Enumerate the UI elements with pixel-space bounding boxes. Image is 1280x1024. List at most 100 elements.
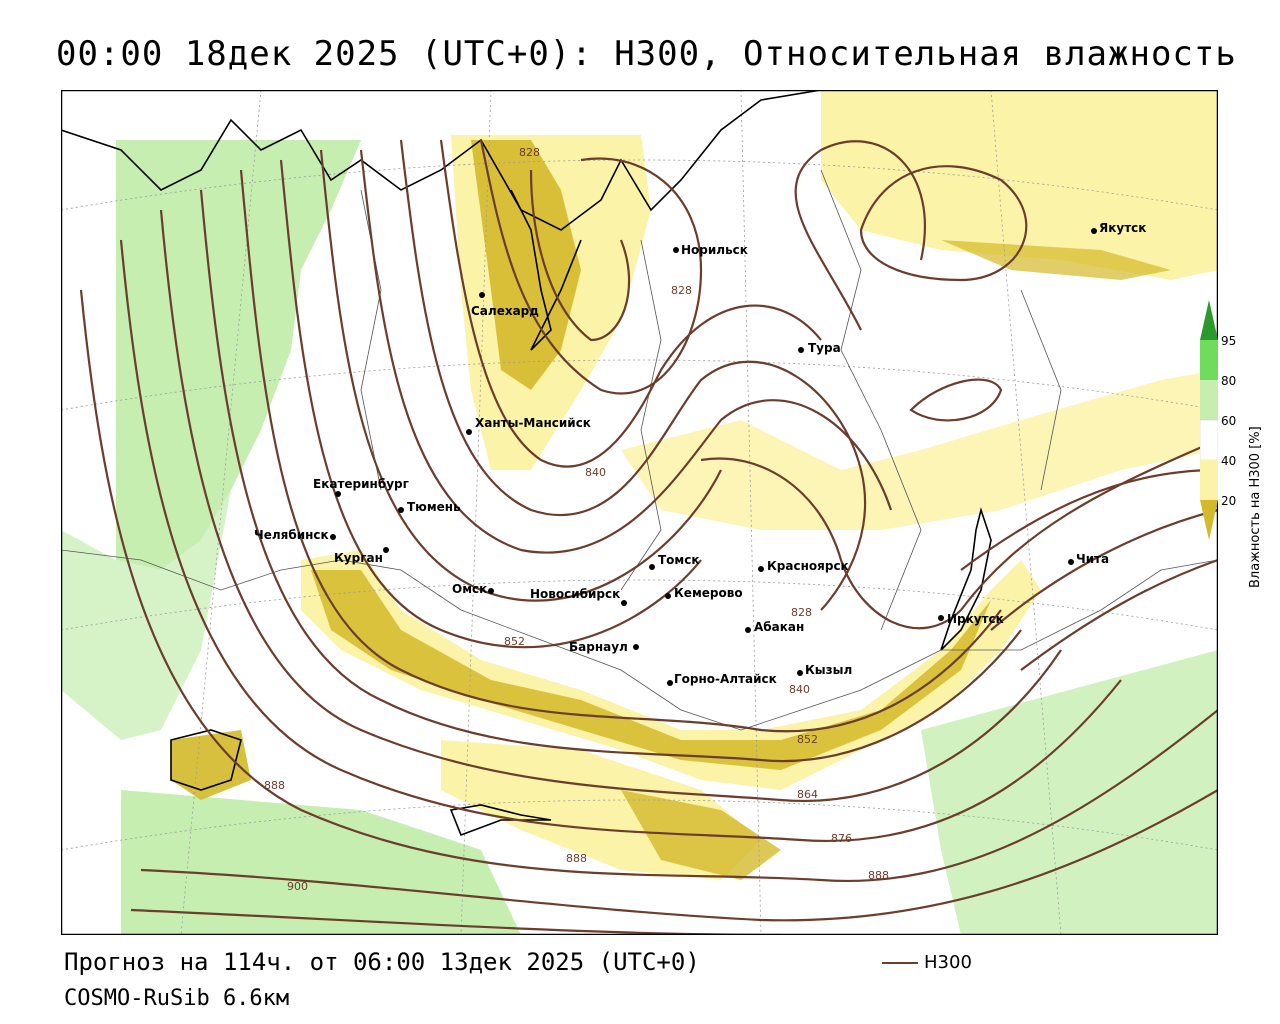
- isoline-label: 876: [831, 832, 852, 845]
- h300-contours: [79, 139, 1218, 935]
- city-kemerovo: Кемерово: [665, 586, 743, 600]
- city-tomsk: Томск: [649, 553, 700, 570]
- contour: [239, 169, 1002, 733]
- legend-top-arrow: [1200, 300, 1218, 340]
- contour: [529, 169, 631, 342]
- h300-line-swatch: [882, 961, 918, 964]
- humidity-area-northeast: [821, 90, 1218, 280]
- humidity-area-west: [116, 140, 361, 570]
- isoline-label: 840: [789, 683, 810, 696]
- svg-text:Челябинск: Челябинск: [254, 528, 329, 542]
- contour: [909, 378, 1003, 422]
- svg-text:Салехард: Салехард: [471, 304, 539, 318]
- contour: [279, 159, 702, 649]
- svg-text:Новосибирск: Новосибирск: [530, 587, 620, 601]
- coastlines: [61, 90, 992, 837]
- city-yekaterinburg: Екатеринбург: [313, 477, 409, 497]
- humidity-area-northeast-dry: [941, 240, 1171, 280]
- contour: [319, 149, 722, 602]
- svg-text:Иркутск: Иркутск: [947, 612, 1004, 626]
- isoline-label: 864: [797, 788, 818, 801]
- map-frame: [61, 90, 1218, 935]
- contour: [859, 165, 1028, 282]
- humidity-area-caspian: [171, 730, 251, 800]
- city-chelyabinsk: Челябинск: [254, 528, 336, 542]
- city-kyzyl: Кызыл: [797, 663, 852, 677]
- city-norilsk: Норильск: [673, 243, 748, 257]
- city-novosibirsk: Новосибирск: [530, 587, 627, 606]
- svg-text:Тюмень: Тюмень: [407, 500, 461, 514]
- map-title: 00:00 18дек 2025 (UTC+0): H300, Относите…: [56, 34, 1237, 74]
- humidity-area-jetstream-dry: [311, 570, 991, 770]
- weather-map[interactable]: 828 828 840 852 828 840 852 864 876 888 …: [61, 90, 1218, 935]
- isoline-label: 852: [504, 635, 525, 648]
- city-salekhard: Салехард: [471, 292, 539, 318]
- legend-title: Влажность на H300 [%]: [1248, 426, 1263, 588]
- legend-bottom-arrow: [1200, 500, 1218, 540]
- contour: [1020, 558, 1218, 671]
- model-name: COSMO-RuSib 6.6км: [64, 986, 290, 1011]
- city-krasnoyarsk: Красноярск: [758, 559, 849, 573]
- city-barnaul: Барнаул: [569, 640, 639, 654]
- isoline-labels: 828 828 840 852 828 840 852 864 876 888 …: [264, 146, 889, 893]
- svg-text:Ханты-Мансийск: Ханты-Мансийск: [475, 416, 591, 430]
- isoline-label: 828: [671, 284, 692, 297]
- humidity-legend-ticks: 95 80 60 40 20: [1221, 300, 1245, 540]
- city-yakutsk: Якутск: [1091, 221, 1146, 235]
- arctic-coast: [61, 90, 822, 231]
- h300-line-legend: H300: [882, 952, 972, 973]
- caspian: [170, 729, 242, 791]
- svg-text:Барнаул: Барнаул: [569, 640, 628, 654]
- city-chita: Чита: [1068, 552, 1109, 566]
- isoline-label: 840: [585, 466, 606, 479]
- humidity-area-middle-yellow: [621, 370, 1218, 530]
- city-kurgan: Курган: [334, 547, 389, 565]
- isoline-label: 888: [566, 852, 587, 865]
- svg-text:Норильск: Норильск: [681, 243, 748, 257]
- svg-text:Кызыл: Кызыл: [805, 663, 852, 677]
- isoline-label: 888: [264, 779, 285, 792]
- contour: [479, 139, 703, 395]
- city-irkutsk: Иркутск: [938, 612, 1004, 626]
- svg-text:Якутск: Якутск: [1099, 221, 1146, 235]
- city-gorno-altaysk: Горно-Алтайск: [667, 672, 777, 686]
- humidity-area-yamal-dry: [471, 140, 581, 390]
- humidity-area-southeast: [921, 650, 1218, 935]
- svg-text:Тура: Тура: [808, 341, 841, 355]
- svg-text:Кемерово: Кемерово: [674, 586, 743, 600]
- contour: [700, 438, 1218, 630]
- forecast-info: Прогноз на 114ч. от 06:00 13дек 2025 (UT…: [64, 948, 700, 976]
- contour: [359, 149, 893, 554]
- isoline-label: 900: [287, 880, 308, 893]
- legend-tick: 60: [1221, 414, 1237, 428]
- svg-text:Томск: Томск: [658, 553, 700, 567]
- contour: [140, 789, 1218, 922]
- svg-text:Чита: Чита: [1076, 552, 1109, 566]
- h300-line-label: H300: [924, 952, 972, 973]
- city-khanty-mansiysk: Ханты-Мансийск: [466, 416, 591, 435]
- isoline-label: 828: [519, 146, 540, 159]
- legend-tick: 40: [1221, 454, 1237, 468]
- svg-text:Омск: Омск: [452, 582, 487, 596]
- contour: [794, 140, 927, 331]
- yamal-coast: [510, 189, 582, 351]
- svg-text:Горно-Алтайск: Горно-Алтайск: [674, 672, 777, 686]
- isoline-label: 828: [791, 606, 812, 619]
- contour: [399, 139, 867, 611]
- svg-text:Абакан: Абакан: [754, 620, 804, 634]
- city-tura: Тура: [798, 341, 841, 355]
- city-tyumen: Тюмень: [398, 500, 461, 514]
- contour: [439, 139, 822, 468]
- cities: Салехард Норильск Якутск Тура Ханты-Манс…: [254, 221, 1146, 686]
- contour: [119, 239, 1122, 843]
- isoline-label: 852: [797, 733, 818, 746]
- contour: [199, 189, 1022, 763]
- contour: [159, 209, 1062, 803]
- legend-tick: 20: [1221, 494, 1237, 508]
- city-abakan: Абакан: [745, 620, 804, 634]
- balkhash: [449, 804, 552, 837]
- contour: [960, 468, 1218, 571]
- contour: [79, 289, 1218, 882]
- legend-tick: 80: [1221, 374, 1237, 388]
- svg-text:Курган: Курган: [334, 551, 383, 565]
